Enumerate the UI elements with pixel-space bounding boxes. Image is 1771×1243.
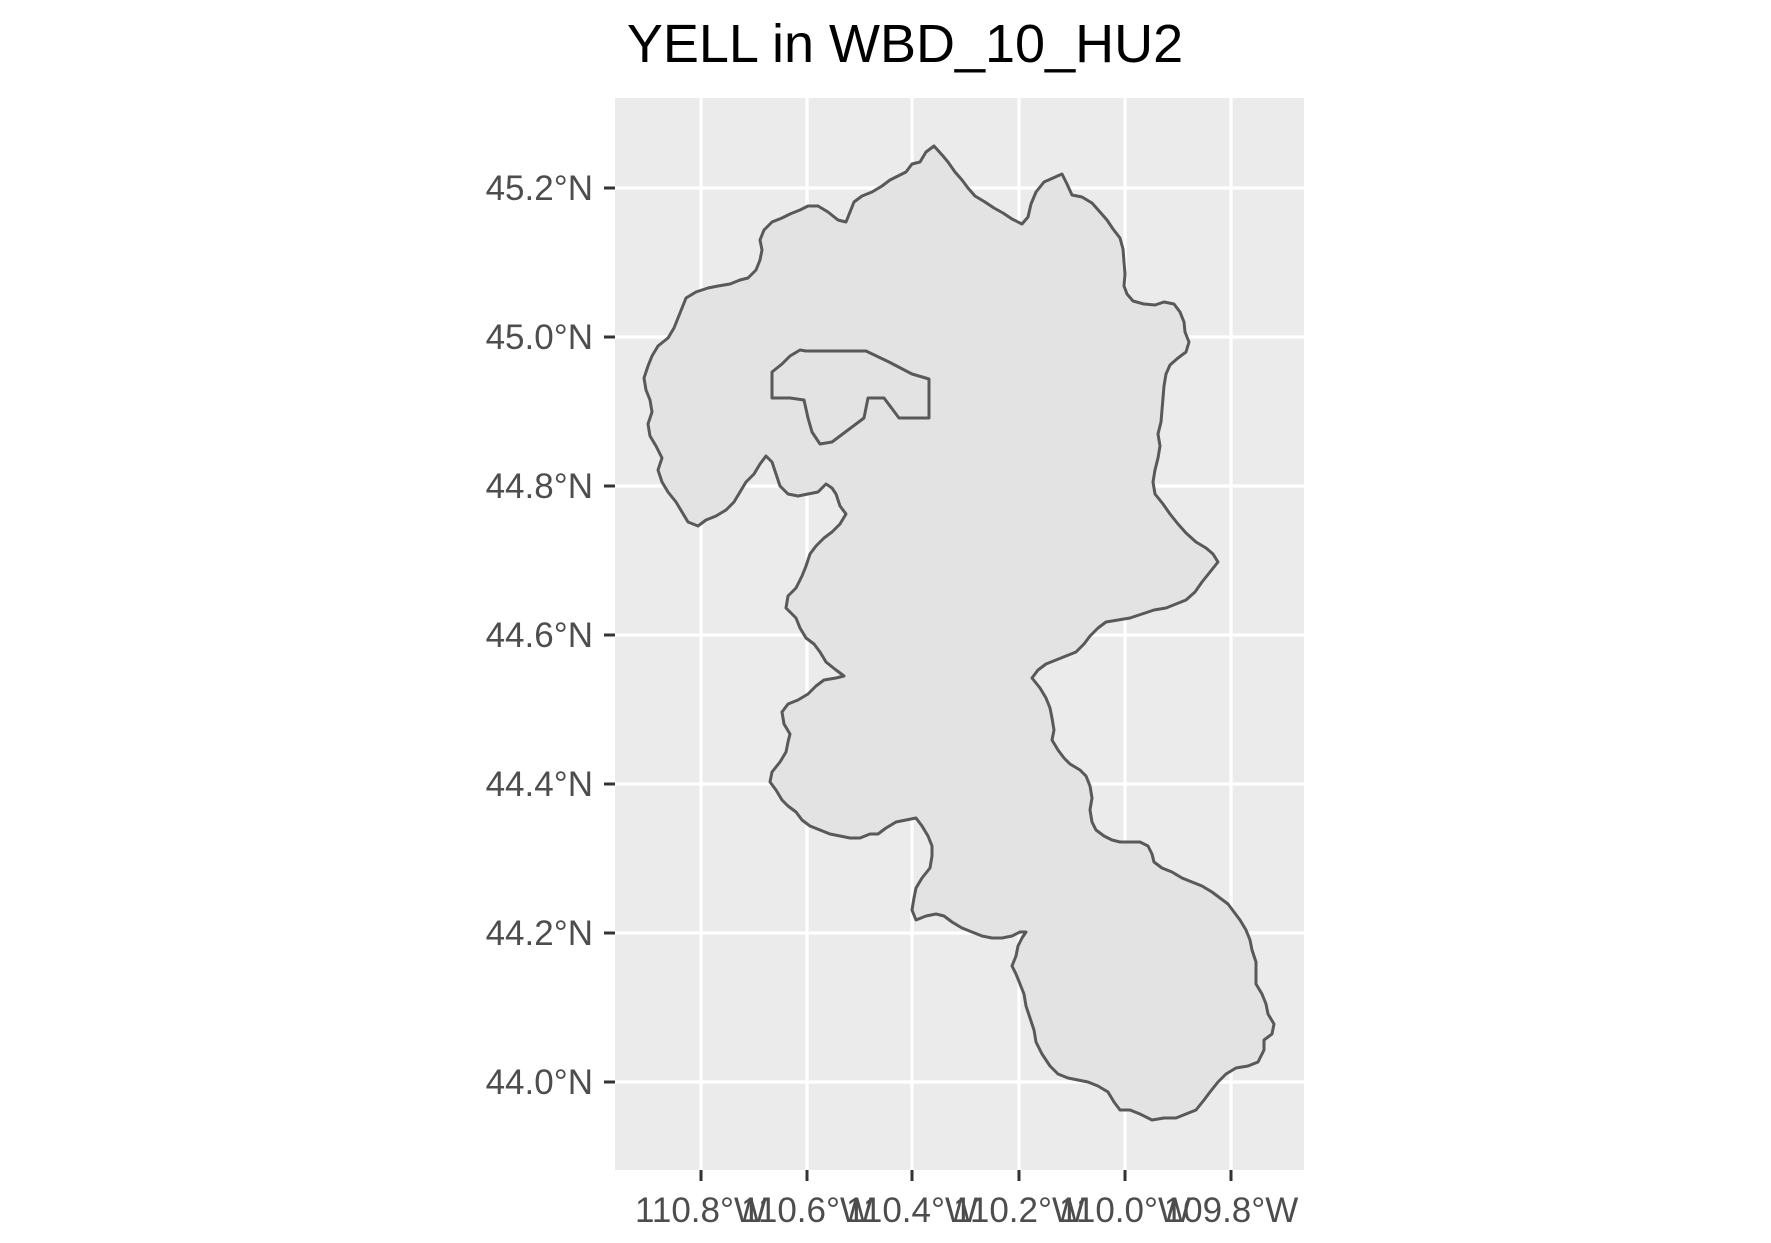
y-tick-labels: 45.2°N 45.0°N 44.8°N 44.6°N 44.4°N 44.2°… <box>486 169 593 1102</box>
y-tick-label: 44.2°N <box>486 914 593 953</box>
yell-boundary <box>770 348 931 446</box>
x-axis <box>699 1170 1233 1181</box>
y-axis <box>604 186 615 1084</box>
x-tick-label: 110.8°W <box>635 1191 767 1230</box>
x-tick-label: 110.0°W <box>1059 1191 1191 1230</box>
y-tick-label: 44.6°N <box>486 616 593 655</box>
x-tick-label: 110.2°W <box>953 1191 1085 1230</box>
y-tick-label: 45.2°N <box>486 169 593 208</box>
x-tick-label: 110.6°W <box>741 1191 873 1230</box>
y-tick-label: 45.0°N <box>486 318 593 357</box>
plot-title: YELL in WBD_10_HU2 <box>627 14 1183 74</box>
y-tick-label: 44.8°N <box>486 467 593 506</box>
x-tick-labels: 110.8°W 110.6°W 110.4°W 110.2°W 110.0°W … <box>635 1191 1298 1230</box>
watershed-polygon <box>642 144 1276 1122</box>
y-tick-label: 44.4°N <box>486 765 593 804</box>
x-tick-label: 110.4°W <box>846 1191 978 1230</box>
y-tick-label: 44.0°N <box>486 1063 593 1102</box>
x-tick-label: 109.8°W <box>1164 1191 1299 1230</box>
